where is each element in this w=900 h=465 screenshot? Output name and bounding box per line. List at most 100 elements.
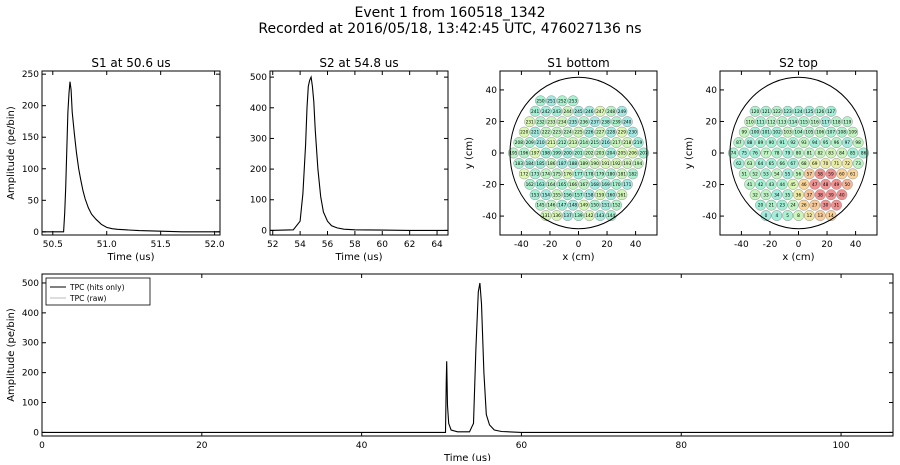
- s2top-pmt: [765, 158, 777, 169]
- s2top-pmt: [836, 147, 848, 159]
- s1bottom-pmt: [567, 95, 579, 107]
- s1bottom-pmt-label: 159: [596, 192, 604, 198]
- s2top-pmt: [776, 137, 788, 148]
- s1bottom-pmt: [605, 105, 617, 117]
- tpc-xtick-label: 60: [516, 441, 528, 451]
- s1bottom-pmt-label: 234: [558, 119, 566, 125]
- s2top-pmt-label: 66: [779, 161, 785, 167]
- s1bottom-ytick-label: 40: [486, 86, 498, 96]
- s1bottom-pmt-label: 139: [574, 213, 582, 219]
- s1bottom-pmt: [627, 126, 639, 138]
- s1-ytick-label: 0: [33, 228, 39, 238]
- s1bottom-pmt: [540, 126, 552, 138]
- s1bottom-pmt: [545, 116, 557, 128]
- s1bottom-pmt-label: 136: [553, 213, 561, 219]
- tpc-ylabel: Amplitude (pe/bin): [6, 308, 17, 402]
- s1bottom-pmt-label: 240: [623, 119, 631, 125]
- s1bottom-pmt-label: 156: [564, 192, 572, 198]
- s1bottom-pmt-label: 201: [574, 151, 582, 157]
- s1bottom-pmt: [556, 158, 568, 169]
- s2top-pmt: [782, 189, 794, 201]
- s2top-pmt: [809, 178, 821, 190]
- tpc-xtick-label: 80: [676, 441, 688, 451]
- s2top-pmt-label: 90: [769, 140, 775, 146]
- s2top-pmt: [760, 168, 772, 180]
- s1bottom-pmt-label: 169: [602, 182, 610, 188]
- s1bottom-pmt: [562, 147, 574, 159]
- s1bottom-pmt-label: 245: [574, 109, 582, 115]
- s1-ytick-label: 250: [22, 70, 39, 80]
- s1bottom-pmt-label: 131: [542, 213, 550, 219]
- s2top-pmt: [798, 199, 810, 211]
- s1bottom-ytick-label: 0: [491, 149, 497, 159]
- s2top-pmt-label: 23: [779, 203, 785, 209]
- s1bottom-pmt: [535, 95, 546, 107]
- s1bottom-pmt: [594, 168, 606, 180]
- s1bottom-pmt-label: 163: [536, 182, 544, 188]
- s1bottom-pmt-label: 208: [515, 140, 523, 146]
- s1bottom-pmt: [611, 178, 622, 190]
- s2top-pmt-label: 124: [794, 109, 802, 115]
- tpc-ytick-label: 100: [22, 399, 39, 409]
- chart-s2: S2 at 54.8 us 52 54 56 58 60 62 64 0 100 200 300 400…: [250, 56, 449, 263]
- s2top-pmt-label: 97: [845, 140, 851, 146]
- s2top-pmt-label: 5: [786, 213, 789, 219]
- s2top-pmt: [820, 158, 832, 169]
- s1bottom-pmt: [545, 178, 557, 190]
- s1bottom-pmt-label: 190: [591, 161, 599, 167]
- s1-xtick-label: 52.0: [205, 240, 225, 250]
- s2-series-line: [269, 75, 448, 231]
- tpc-xtick-label: 100: [832, 441, 849, 451]
- s1bottom-pmt-label: 224: [564, 130, 572, 136]
- s1bottom-pmt-label: 161: [618, 192, 626, 198]
- s1bottom-pmt-label: 231: [526, 119, 534, 125]
- s1bottom-pmt: [551, 126, 563, 138]
- s1bottom-pmt: [529, 168, 541, 180]
- s2top-pmt: [793, 168, 804, 180]
- s2top-pmt: [760, 126, 772, 138]
- s1bottom-pmt-label: 173: [531, 171, 539, 177]
- s1bottom-pmt: [616, 126, 628, 138]
- s2top-pmt: [787, 137, 799, 148]
- s2top-pmt: [755, 178, 766, 190]
- s1bottom-pmt-label: 168: [591, 182, 599, 188]
- s1-series-line: [42, 81, 220, 233]
- s1bottom-pmt-label: 252: [558, 98, 566, 104]
- s1-ytick-label: 150: [22, 133, 39, 143]
- tpc-ytick-label: 200: [22, 369, 39, 379]
- s2top-pmt-label: 118: [832, 119, 840, 125]
- s2top-pmt: [798, 158, 810, 169]
- s1bottom-pmt: [616, 147, 628, 159]
- tpc-ytick-label: 500: [22, 279, 39, 289]
- s2top-pmt: [755, 158, 766, 169]
- s2top-pmt: [771, 168, 783, 180]
- s1bottom-pmt-label: 175: [553, 171, 561, 177]
- s2top-xtick-label: 20: [821, 240, 833, 250]
- s1bottom-pmt-label: 172: [520, 171, 528, 177]
- s1bottom-pmt: [616, 105, 628, 117]
- s1bottom-pmt: [627, 147, 639, 159]
- s1bottom-xtick-label: -40: [514, 240, 529, 250]
- s2top-pmt-label: 34: [774, 192, 780, 198]
- s2top-pmt: [825, 105, 837, 117]
- s2top-pmt-label: 123: [784, 109, 792, 115]
- s1bottom-pmt: [513, 137, 525, 148]
- s1bottom-pmt: [518, 147, 530, 159]
- s1bottom-pmt-label: 171: [623, 182, 631, 188]
- s2top-pmt: [836, 126, 848, 138]
- s2top-pmt: [803, 126, 815, 138]
- s1bottom-pmt-label: 246: [585, 109, 593, 115]
- s2top-pmt: [771, 105, 783, 117]
- tpc-legend-entry: TPC (hits only): [69, 283, 125, 292]
- s1bottom-pmt-label: 236: [580, 119, 588, 125]
- s2top-pmt-label: 68: [801, 161, 807, 167]
- s2top-pmt: [749, 147, 761, 159]
- s1bottom-pmt-label: 232: [536, 119, 544, 125]
- s2top-pmt: [733, 158, 745, 169]
- chart-s1: S1 at 50.6 us 50.5 51.0 51.5 52.0 0 50 100 150 20…: [6, 56, 225, 263]
- s1bottom-pmt-label: 189: [580, 161, 588, 167]
- s2top-pmt-label: 24: [790, 203, 796, 209]
- s2-ytick-label: 0: [261, 226, 267, 236]
- s2top-pmt: [793, 210, 804, 221]
- s1bottom-pmt-label: 146: [547, 203, 555, 209]
